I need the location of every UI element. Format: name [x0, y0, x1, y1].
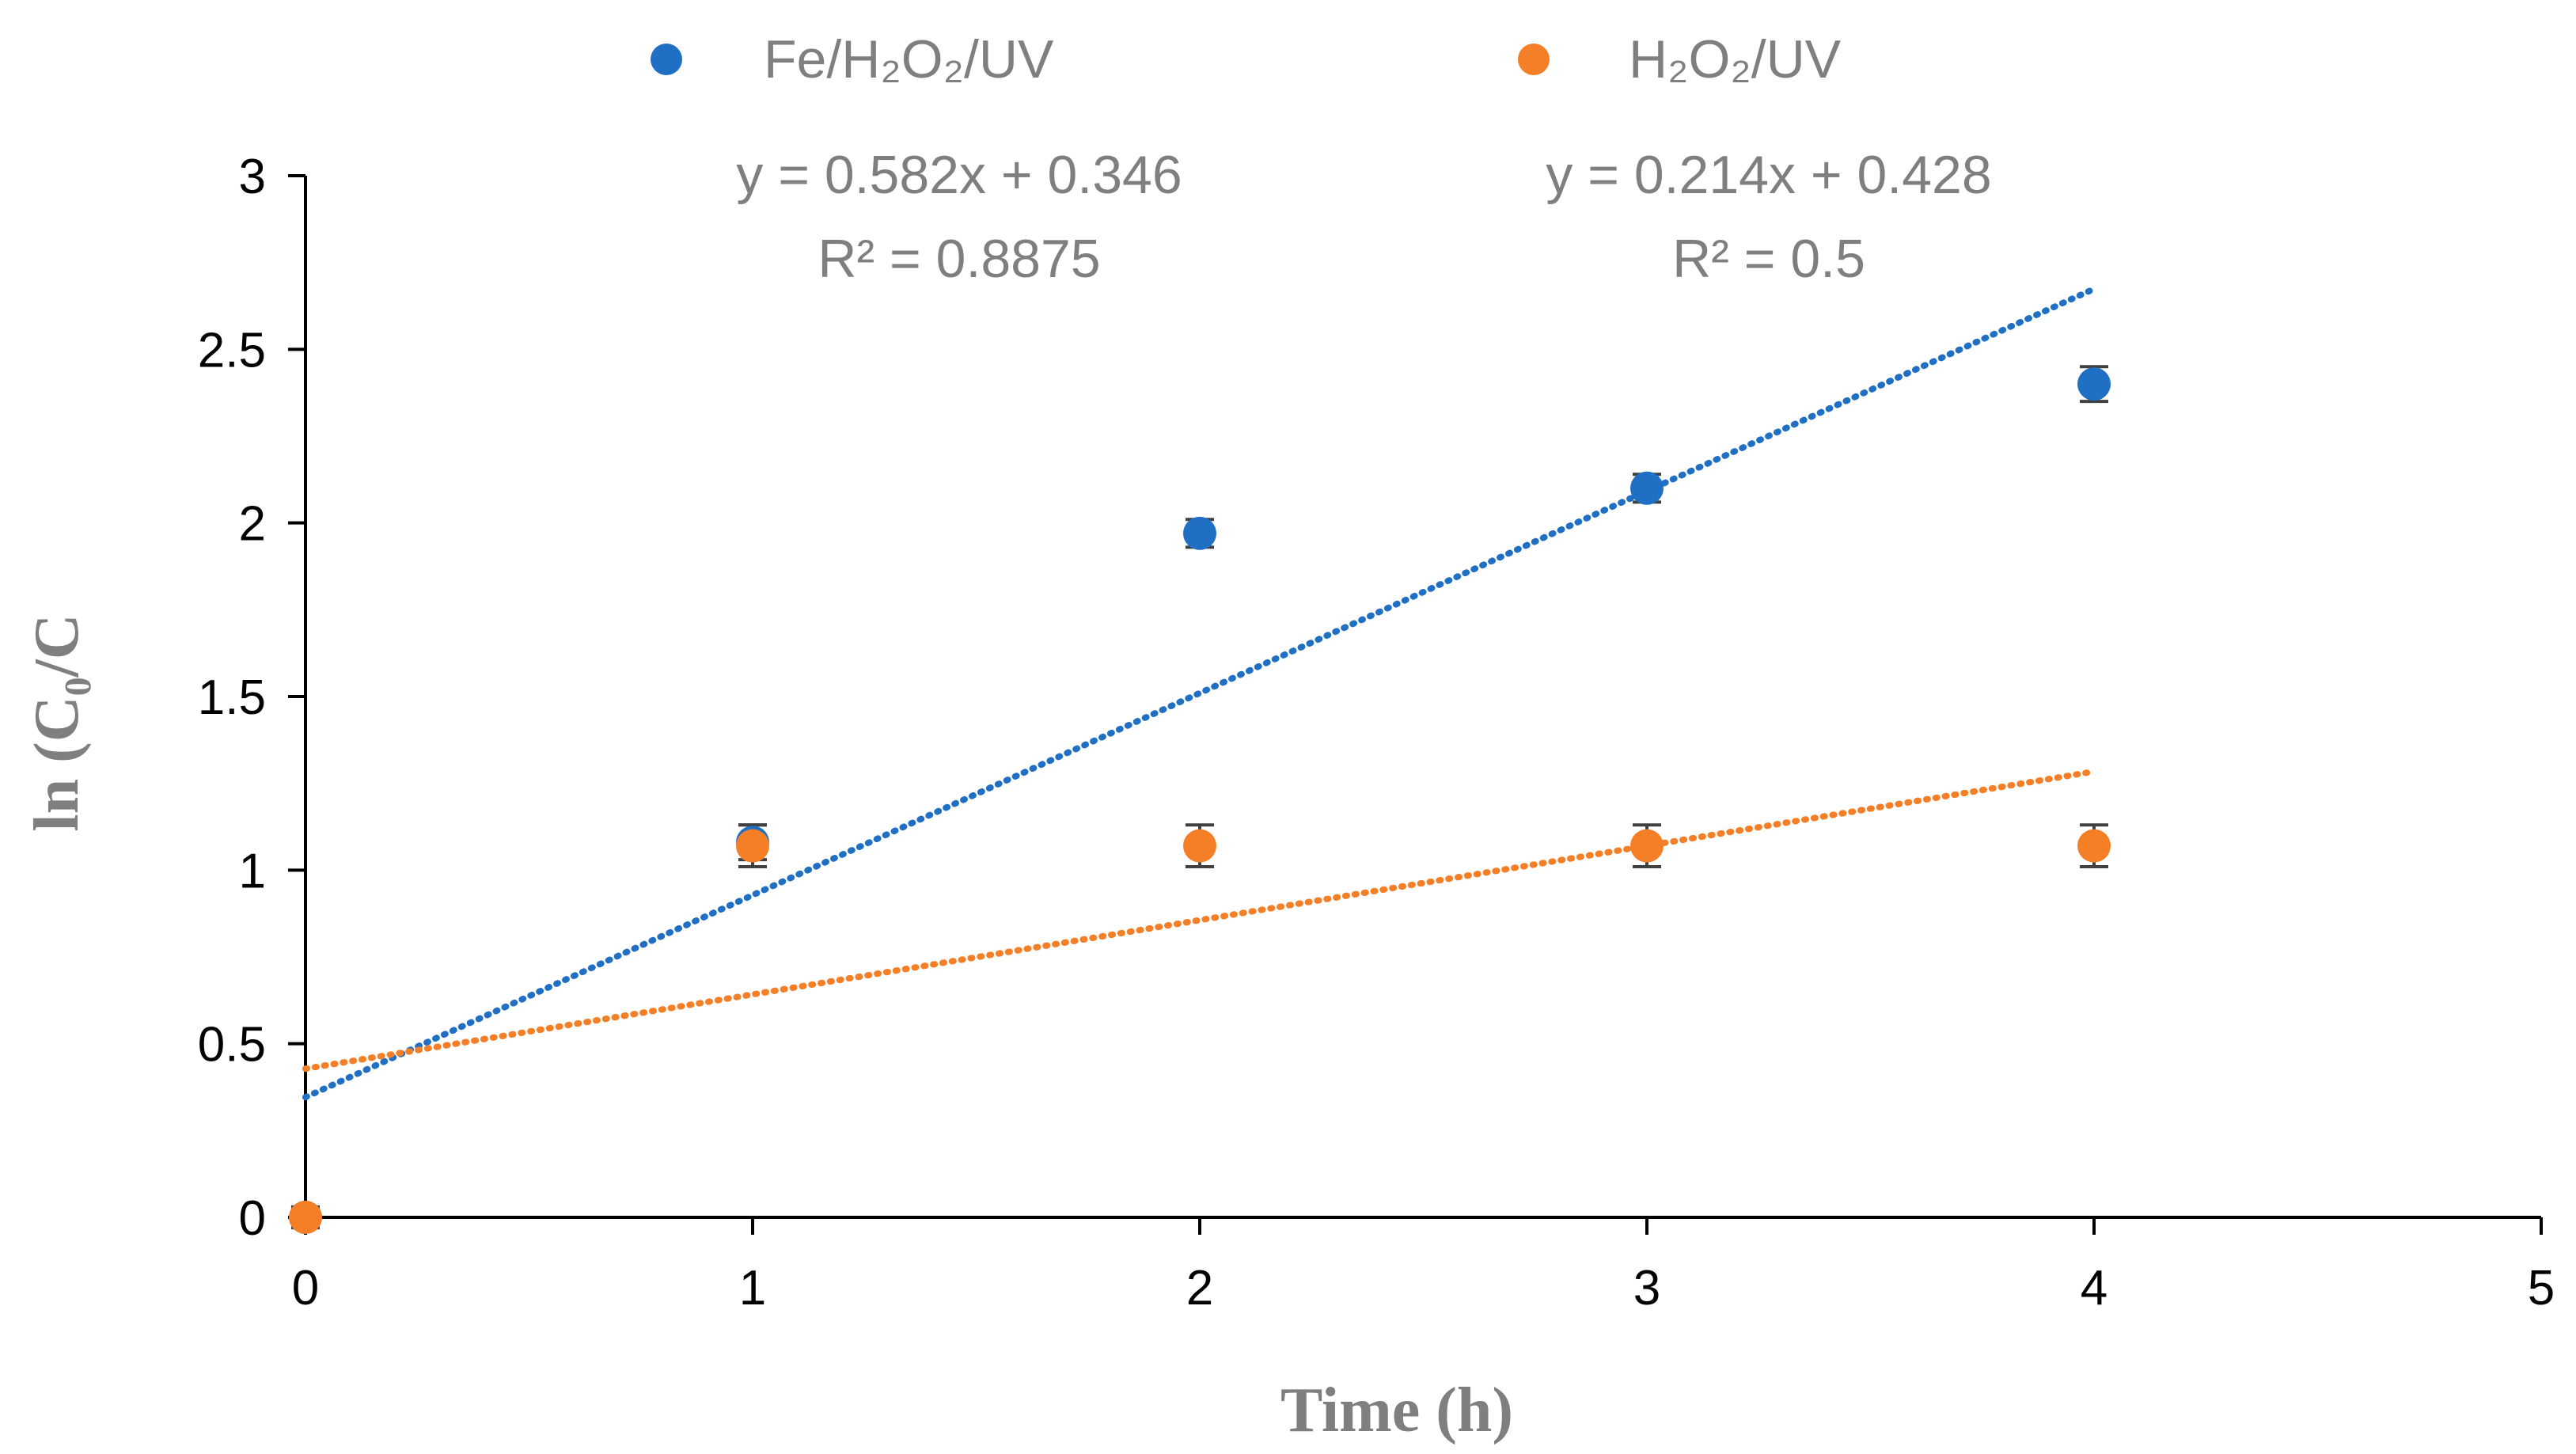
data-point-s1-p3 — [1630, 829, 1664, 863]
y-tick-label-5: 2.5 — [198, 323, 266, 378]
x-tick-label-2: 2 — [1186, 1261, 1213, 1315]
legend-marker-h2o2-uv — [1518, 44, 1550, 75]
trendline-equations: y = 0.582x + 0.346 R² = 0.8875 y = 0.214… — [736, 145, 1991, 289]
data-point-s1-p4 — [2077, 829, 2111, 863]
y-tick-label-1: 0.5 — [198, 1018, 266, 1072]
legend-label-h2o2-uv: H₂O₂/UV — [1629, 29, 1842, 89]
y-tick-label-2: 1 — [239, 844, 266, 898]
y-tick-label-6: 3 — [239, 150, 266, 204]
x-tick-label-0: 0 — [292, 1261, 319, 1315]
y-tick-label-0: 0 — [239, 1191, 266, 1246]
r2-h2o2-uv: R² = 0.5 — [1672, 229, 1865, 289]
data-point-s0-p3 — [1630, 471, 1664, 505]
data-point-s1-p1 — [736, 829, 769, 863]
y-tick-label-3: 1.5 — [198, 670, 266, 725]
legend: Fe/H₂O₂/UV H₂O₂/UV — [651, 29, 1842, 89]
trendlines — [302, 286, 2097, 1101]
error-bars — [291, 365, 2108, 1230]
x-tick-label-3: 3 — [1633, 1261, 1660, 1315]
trendline-series-0 — [302, 286, 2097, 1101]
x-axis-title: Time (h) — [1280, 1376, 1513, 1445]
x-ticks: 0 1 2 3 4 5 — [292, 1217, 2555, 1315]
r2-fe-h2o2-uv: R² = 0.8875 — [818, 229, 1100, 289]
equation-fe-h2o2-uv: y = 0.582x + 0.346 — [736, 145, 1182, 205]
x-tick-label-1: 1 — [739, 1261, 766, 1315]
legend-label-fe-h2o2-uv: Fe/H₂O₂/UV — [764, 29, 1054, 89]
x-tick-label-4: 4 — [2081, 1261, 2107, 1315]
legend-marker-fe-h2o2-uv — [651, 44, 682, 75]
y-ticks: 0 0.5 1 1.5 2 2.5 3 — [198, 150, 305, 1246]
data-point-s1-p2 — [1183, 829, 1216, 863]
data-points — [289, 367, 2111, 1234]
trendline-series-1 — [302, 768, 2097, 1072]
data-point-s0-p2 — [1183, 516, 1216, 550]
y-axis-title: ln (C₀/C — [22, 613, 92, 831]
equation-h2o2-uv: y = 0.214x + 0.428 — [1546, 145, 1991, 205]
x-tick-label-5: 5 — [2528, 1261, 2555, 1315]
data-point-s1-p0 — [289, 1201, 322, 1234]
y-tick-label-4: 2 — [239, 497, 266, 552]
data-point-s0-p4 — [2077, 367, 2111, 401]
